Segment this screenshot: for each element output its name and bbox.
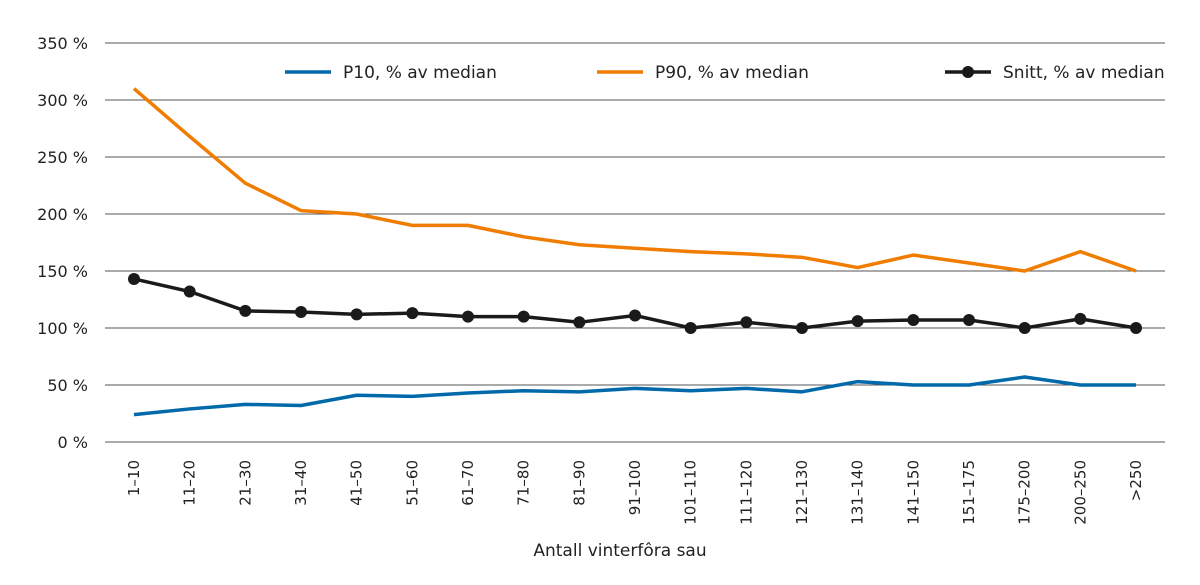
x-tick-label: 81–90 [570,460,588,506]
data-point [963,314,975,327]
data-point [629,309,641,322]
x-axis-label: Antall vinterfôra sau [533,541,706,561]
x-tick-label: 151–175 [960,460,978,525]
x-tick-label: 41–50 [348,460,366,506]
x-tick-label: 21–30 [236,460,254,506]
y-tick-label: 200 % [37,205,88,224]
data-point [851,315,864,328]
series-line [133,375,1136,417]
x-tick-label: >250 [1127,460,1145,501]
data-point [517,310,530,323]
data-point [1130,322,1142,334]
series-line [132,87,1137,273]
data-point [239,304,252,317]
x-tick-label: 200–250 [1071,460,1089,525]
x-tick-label: 175–200 [1016,460,1034,525]
x-tick-label: 11–20 [181,460,199,506]
y-tick-label: 250 % [37,148,88,167]
legend-label: Snitt, % av median [1003,63,1165,83]
x-tick-label: 51–60 [403,460,421,506]
data-point [183,285,196,298]
x-tick-label: 1–10 [125,460,143,496]
x-tick-label: 141–150 [904,460,922,525]
data-point [907,314,920,327]
y-tick-label: 350 % [37,34,88,53]
data-point [128,272,140,285]
legend-label: P90, % av median [655,63,809,83]
x-tick-label: 101–110 [682,460,700,525]
data-point [573,316,586,329]
data-point [462,310,474,323]
y-tick-label: 50 % [47,376,88,395]
x-tick-label: 111–120 [737,460,755,525]
data-point [406,307,419,320]
x-tick-label: 91–100 [626,460,644,515]
y-tick-label: 100 % [37,319,88,338]
x-tick-label: 61–70 [459,460,477,506]
data-point [684,322,697,334]
legend-label: P10, % av median [343,63,497,83]
y-tick-label: 150 % [37,262,88,281]
y-tick-label: 300 % [37,91,88,110]
data-point [295,306,307,319]
data-point [1074,312,1087,325]
data-point [1018,322,1031,334]
y-tick-label: 0 % [58,433,88,452]
legend-marker [962,66,974,78]
data-point [350,308,363,321]
x-tick-label: 71–80 [515,460,533,506]
data-point [796,322,808,334]
x-tick-label: 31–40 [292,460,310,506]
x-tick-label: 131–140 [849,460,867,525]
x-tick-label: 121–130 [793,460,811,525]
data-point [740,316,753,329]
